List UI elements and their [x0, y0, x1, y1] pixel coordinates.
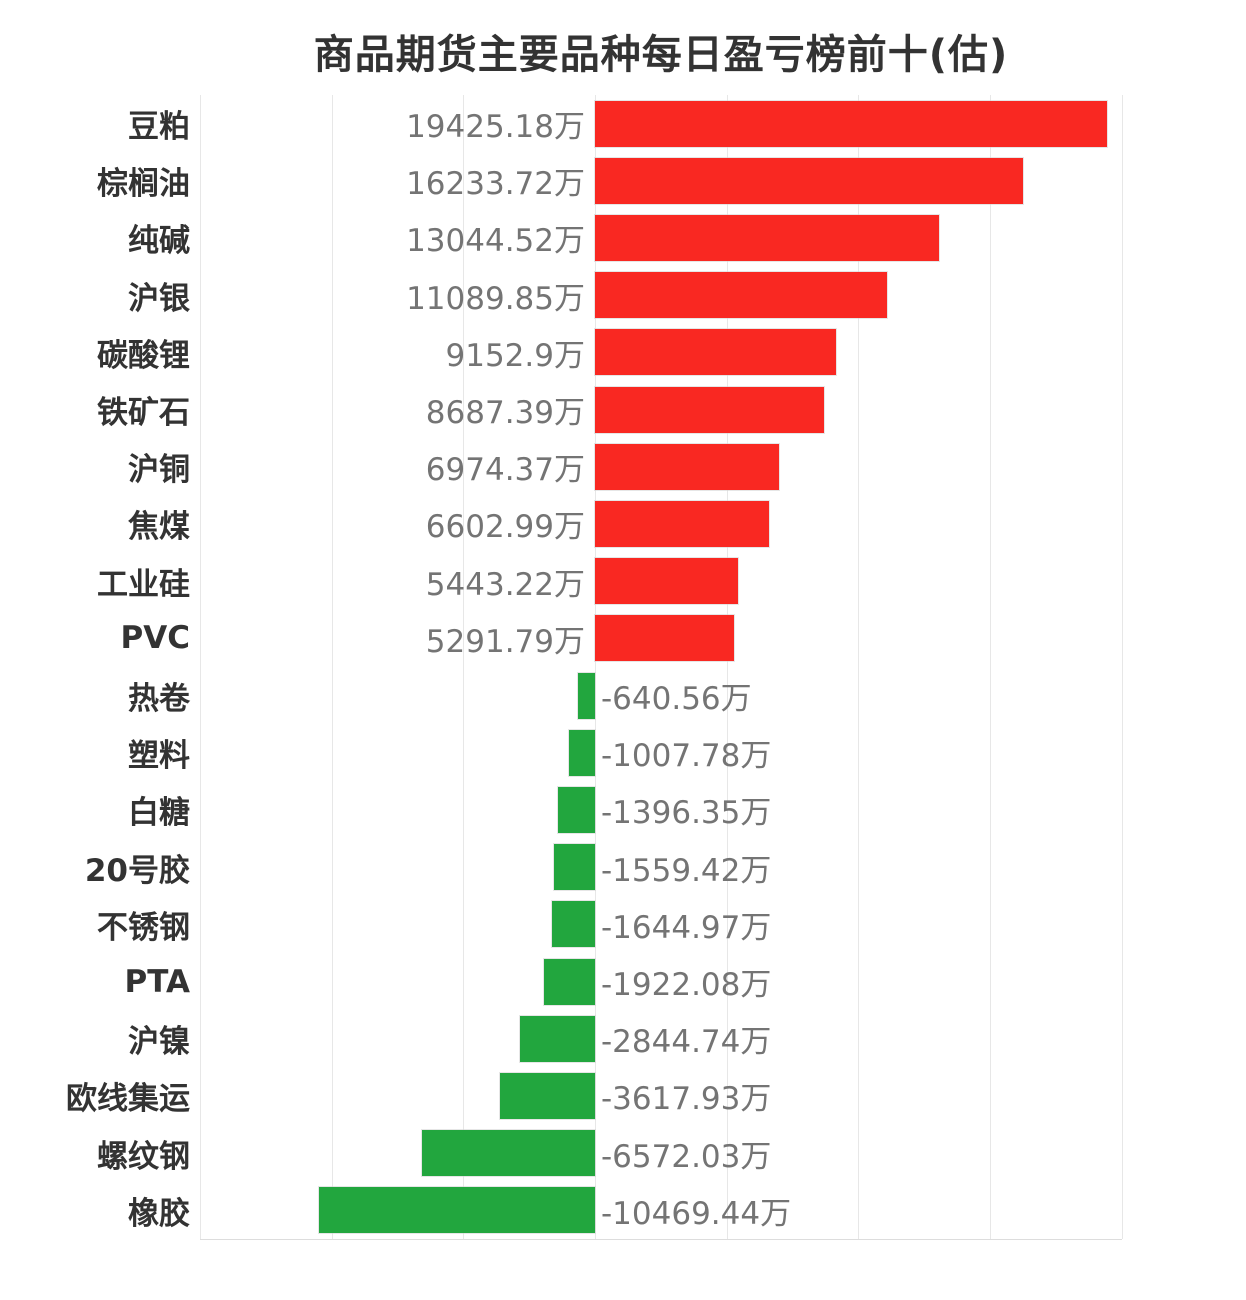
x-axis-line: [200, 1239, 1122, 1240]
bar-positive: [595, 443, 779, 490]
chart-title: 商品期货主要品种每日盈亏榜前十(估): [313, 32, 1009, 78]
category-label: 沪镍: [128, 1024, 190, 1061]
bar-negative: [553, 844, 595, 891]
bar-negative: [520, 1015, 595, 1062]
value-label: 5443.22万: [425, 566, 585, 603]
value-label: -10469.44万: [601, 1195, 792, 1232]
category-label: 欧线集运: [66, 1081, 190, 1118]
bar-positive: [595, 100, 1107, 147]
value-label: -1007.78万: [601, 738, 772, 775]
value-label: 6602.99万: [425, 509, 585, 546]
gridline: [726, 95, 728, 1239]
bar-negative: [551, 901, 595, 948]
category-label: 螺纹钢: [97, 1138, 190, 1175]
category-label: 焦煤: [128, 509, 190, 546]
bar-negative: [319, 1187, 595, 1234]
value-label: 8687.39万: [425, 395, 585, 432]
gridline: [463, 95, 465, 1239]
category-label: PTA: [124, 963, 190, 1000]
category-label: 沪银: [128, 280, 190, 317]
category-label: 白糖: [128, 795, 190, 832]
value-label: -1644.97万: [601, 909, 772, 946]
gridline: [1121, 95, 1123, 1239]
bar-positive: [595, 386, 824, 433]
gridline: [990, 95, 991, 1239]
bar-positive: [595, 501, 769, 547]
bar-negative: [544, 958, 595, 1005]
bar-negative: [499, 1073, 595, 1119]
category-label: 碳酸锂: [97, 337, 190, 374]
bar-positive: [595, 558, 739, 605]
gridline: [595, 95, 596, 1239]
category-label: 20号胶: [84, 852, 190, 889]
value-label: -2844.74万: [601, 1024, 772, 1061]
value-label: -1559.42万: [601, 852, 772, 889]
bar-negative: [558, 787, 595, 833]
value-label: -640.56万: [601, 681, 752, 718]
value-label: 5291.79万: [425, 623, 585, 660]
bar-positive: [595, 272, 887, 319]
bar-negative: [568, 729, 595, 776]
category-label: 工业硅: [97, 566, 190, 603]
bar-negative: [578, 672, 595, 719]
category-label: 不锈钢: [97, 909, 190, 946]
gridline: [858, 95, 860, 1239]
value-label: 11089.85万: [406, 280, 585, 317]
value-label: -6572.03万: [601, 1138, 772, 1175]
value-label: 6974.37万: [425, 452, 585, 489]
category-label: PVC: [120, 620, 190, 657]
category-label: 热卷: [128, 681, 190, 718]
category-label: 豆粕: [128, 109, 190, 146]
value-label: 13044.52万: [406, 223, 585, 260]
bar-negative: [421, 1130, 595, 1177]
category-label: 塑料: [128, 738, 190, 775]
category-label: 铁矿石: [97, 395, 190, 432]
value-label: 16233.72万: [406, 166, 585, 203]
gridline: [200, 95, 201, 1239]
category-label: 棕榈油: [97, 166, 190, 203]
bar-positive: [595, 615, 735, 662]
bar-positive: [595, 329, 836, 376]
value-label: -3617.93万: [601, 1081, 772, 1118]
value-label: -1922.08万: [601, 967, 772, 1004]
value-label: 19425.18万: [406, 109, 585, 146]
bar-positive: [595, 215, 939, 261]
category-label: 沪铜: [128, 452, 190, 489]
value-label: 9152.9万: [445, 337, 585, 374]
value-label: -1396.35万: [601, 795, 772, 832]
gridline: [331, 95, 333, 1239]
category-label: 纯碱: [128, 223, 190, 260]
category-label: 橡胶: [128, 1195, 190, 1232]
bar-positive: [595, 157, 1023, 204]
